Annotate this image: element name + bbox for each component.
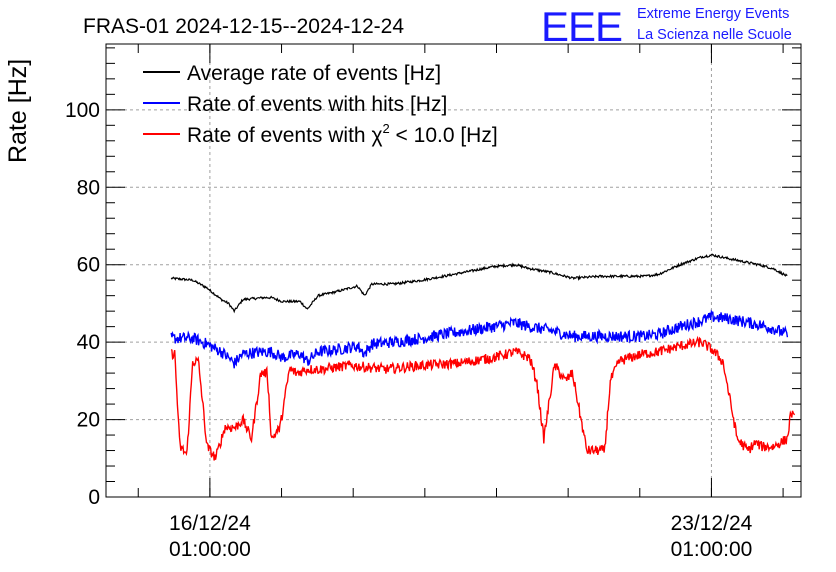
legend-label-chi2-symbol: χ <box>371 124 382 147</box>
legend-label-chi2-rest: < 10.0 [Hz] <box>390 124 498 147</box>
x-tick-labels: 16/12/24 01:00:00 23/12/24 01:00:00 <box>169 512 753 561</box>
legend-label-hits: Rate of events with hits [Hz] <box>187 93 447 116</box>
legend-label-chi2: Rate of events with χ2 < 10.0 [Hz] <box>187 121 498 147</box>
legend-label-chi2-main: Rate of events with <box>187 124 371 147</box>
x-tick-label-time-0: 01:00:00 <box>169 538 251 561</box>
y-tick-label-60: 60 <box>77 254 100 277</box>
y-tick-label-0: 0 <box>88 486 100 509</box>
data-series <box>170 253 796 461</box>
legend-label-average: Average rate of events [Hz] <box>187 62 441 85</box>
y-tick-label-20: 20 <box>77 409 100 432</box>
y-tick-label-100: 100 <box>65 99 100 122</box>
series-line-average <box>170 253 788 314</box>
plot-frame <box>105 43 802 498</box>
x-tick-label-date-1: 23/12/24 <box>671 512 753 535</box>
series-line-hits <box>170 309 789 369</box>
legend-label-chi2-sup: 2 <box>382 121 389 136</box>
legend: Average rate of events [Hz] Rate of even… <box>143 62 498 147</box>
chart-title: FRAS-01 2024-12-15--2024-12-24 <box>83 15 404 38</box>
series-line-chi2 <box>170 335 796 461</box>
y-axis-label: Rate [Hz] <box>4 59 32 163</box>
y-tick-labels: 0 20 40 60 80 100 <box>65 99 100 509</box>
x-tick-label-date-0: 16/12/24 <box>169 512 251 535</box>
org-name-line1: Extreme Energy Events <box>637 6 789 22</box>
grid-lines <box>106 44 801 497</box>
y-tick-label-80: 80 <box>77 176 100 199</box>
eee-logo: EEE <box>541 3 622 50</box>
y-tick-label-40: 40 <box>77 331 100 354</box>
axis-ticks <box>106 44 801 498</box>
x-tick-label-time-1: 01:00:00 <box>671 538 753 561</box>
org-name-line2: La Scienza nelle Scuole <box>637 27 792 43</box>
